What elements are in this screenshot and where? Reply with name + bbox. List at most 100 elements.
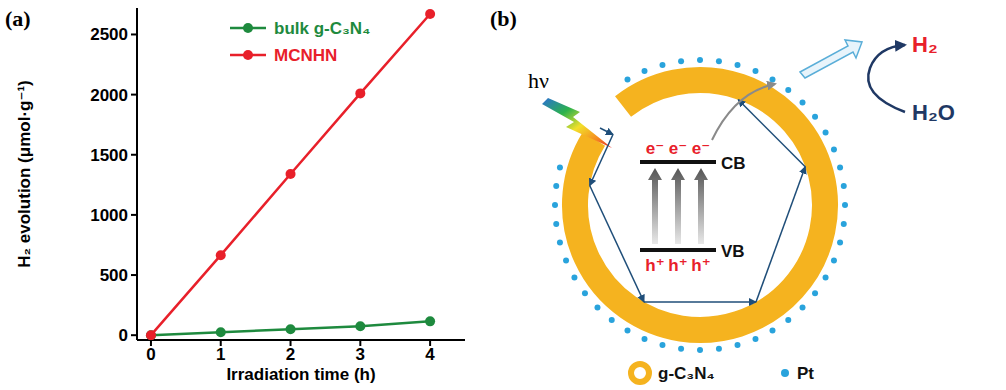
pt-particle	[642, 68, 648, 74]
pt-particle	[553, 183, 559, 189]
y-axis-title: H₂ evolution (μmol·g⁻¹)	[15, 80, 34, 267]
reactant: H₂O	[912, 100, 955, 125]
figure: (a)0123405001000150020002500Irradiation …	[0, 0, 1006, 390]
light-path	[756, 167, 805, 302]
panel-label: (b)	[490, 6, 517, 31]
x-axis	[137, 339, 465, 341]
y-tick	[131, 154, 137, 156]
pt-particle	[812, 290, 818, 296]
x-axis-title: Irradiation time (h)	[226, 365, 375, 384]
vb-label: VB	[721, 242, 745, 261]
data-point	[146, 330, 156, 340]
light-path	[738, 100, 805, 167]
data-point	[355, 321, 365, 331]
product: H₂	[912, 32, 938, 57]
diagram-legend: g-C₃N₄ Pt	[631, 364, 814, 383]
y-tick	[131, 334, 137, 336]
electron: e⁻	[669, 139, 687, 158]
pt-particle	[842, 202, 848, 208]
pt-particle	[785, 317, 791, 323]
data-point	[425, 9, 435, 19]
data-point	[286, 324, 296, 334]
pt-particle	[716, 58, 722, 64]
legend-dot	[781, 369, 789, 377]
x-tick-label: 1	[216, 345, 225, 364]
series-line	[151, 321, 430, 335]
pt-particle	[823, 275, 829, 281]
pt-particle	[563, 257, 569, 263]
cb-label: CB	[721, 154, 746, 173]
y-tick-label: 2500	[90, 25, 128, 44]
pt-particle	[823, 130, 829, 136]
data-point	[355, 88, 365, 98]
pt-particle	[841, 183, 847, 189]
x-tick-label: 4	[425, 345, 435, 364]
x-tick-label: 2	[286, 345, 295, 364]
pt-particle	[812, 114, 818, 120]
y-tick-label: 0	[119, 326, 128, 345]
data-point	[286, 169, 296, 179]
pt-particle	[557, 164, 563, 170]
legend-marker	[243, 23, 253, 33]
panel-label: (a)	[5, 6, 31, 31]
legend-label: MCNHN	[274, 46, 337, 65]
electron: e⁻	[692, 139, 710, 158]
y-tick-label: 1000	[90, 206, 128, 225]
pt-particle	[800, 99, 806, 105]
pt-particle	[735, 342, 741, 348]
axes: 0123405001000150020002500Irradiation tim…	[15, 8, 465, 384]
legend-label: Pt	[797, 364, 814, 383]
plot-data	[146, 9, 435, 340]
y-tick	[131, 94, 137, 96]
reaction-arrow	[868, 45, 905, 112]
pt-particle	[571, 275, 577, 281]
excitation-arrow	[648, 168, 662, 244]
pt-particle	[678, 346, 684, 352]
y-tick-label: 1500	[90, 146, 128, 165]
pt-particle	[831, 257, 837, 263]
y-tick-label: 500	[100, 266, 128, 285]
y-axis	[136, 8, 138, 340]
pt-particle	[841, 221, 847, 227]
diagram: hνCBVBe⁻e⁻e⁻h⁺h⁺h⁺H₂H₂Og-C₃N₄Pt	[528, 32, 955, 383]
pt-particle	[642, 336, 648, 342]
release-arrow	[800, 40, 862, 78]
data-point	[146, 330, 156, 340]
pt-particle	[837, 164, 843, 170]
data-point	[216, 327, 226, 337]
pt-particle	[678, 58, 684, 64]
pt-particle	[552, 202, 558, 208]
excitation-arrow	[694, 168, 708, 244]
pt-particle	[625, 328, 631, 334]
electron: e⁻	[646, 139, 664, 158]
hole: h⁺	[691, 256, 710, 275]
pt-particle	[582, 290, 588, 296]
hole: h⁺	[645, 256, 664, 275]
legend: bulk g-C₃N₄MCNHN	[230, 19, 370, 65]
x-tick-label: 0	[146, 345, 155, 364]
data-point	[425, 316, 435, 326]
pt-particle	[697, 347, 703, 353]
series-line	[151, 14, 430, 335]
light-path	[644, 301, 756, 303]
light-path	[590, 186, 644, 302]
transfer-arrow	[712, 84, 775, 140]
light-path	[600, 128, 613, 135]
pt-particle	[770, 76, 776, 82]
pt-particle	[553, 221, 559, 227]
legend-marker	[243, 50, 253, 60]
y-tick	[131, 214, 137, 216]
pt-particle	[831, 147, 837, 153]
hole: h⁺	[668, 256, 687, 275]
pt-particle	[800, 305, 806, 311]
y-tick-label: 2000	[90, 86, 128, 105]
pt-particle	[735, 62, 741, 68]
pt-particle	[785, 87, 791, 93]
legend-ring	[631, 364, 649, 382]
pt-particle	[557, 240, 563, 246]
legend-label: g-C₃N₄	[658, 364, 715, 383]
pt-particle	[659, 62, 665, 68]
cb-band	[640, 160, 716, 164]
vb-band	[640, 248, 716, 252]
data-point	[216, 250, 226, 260]
